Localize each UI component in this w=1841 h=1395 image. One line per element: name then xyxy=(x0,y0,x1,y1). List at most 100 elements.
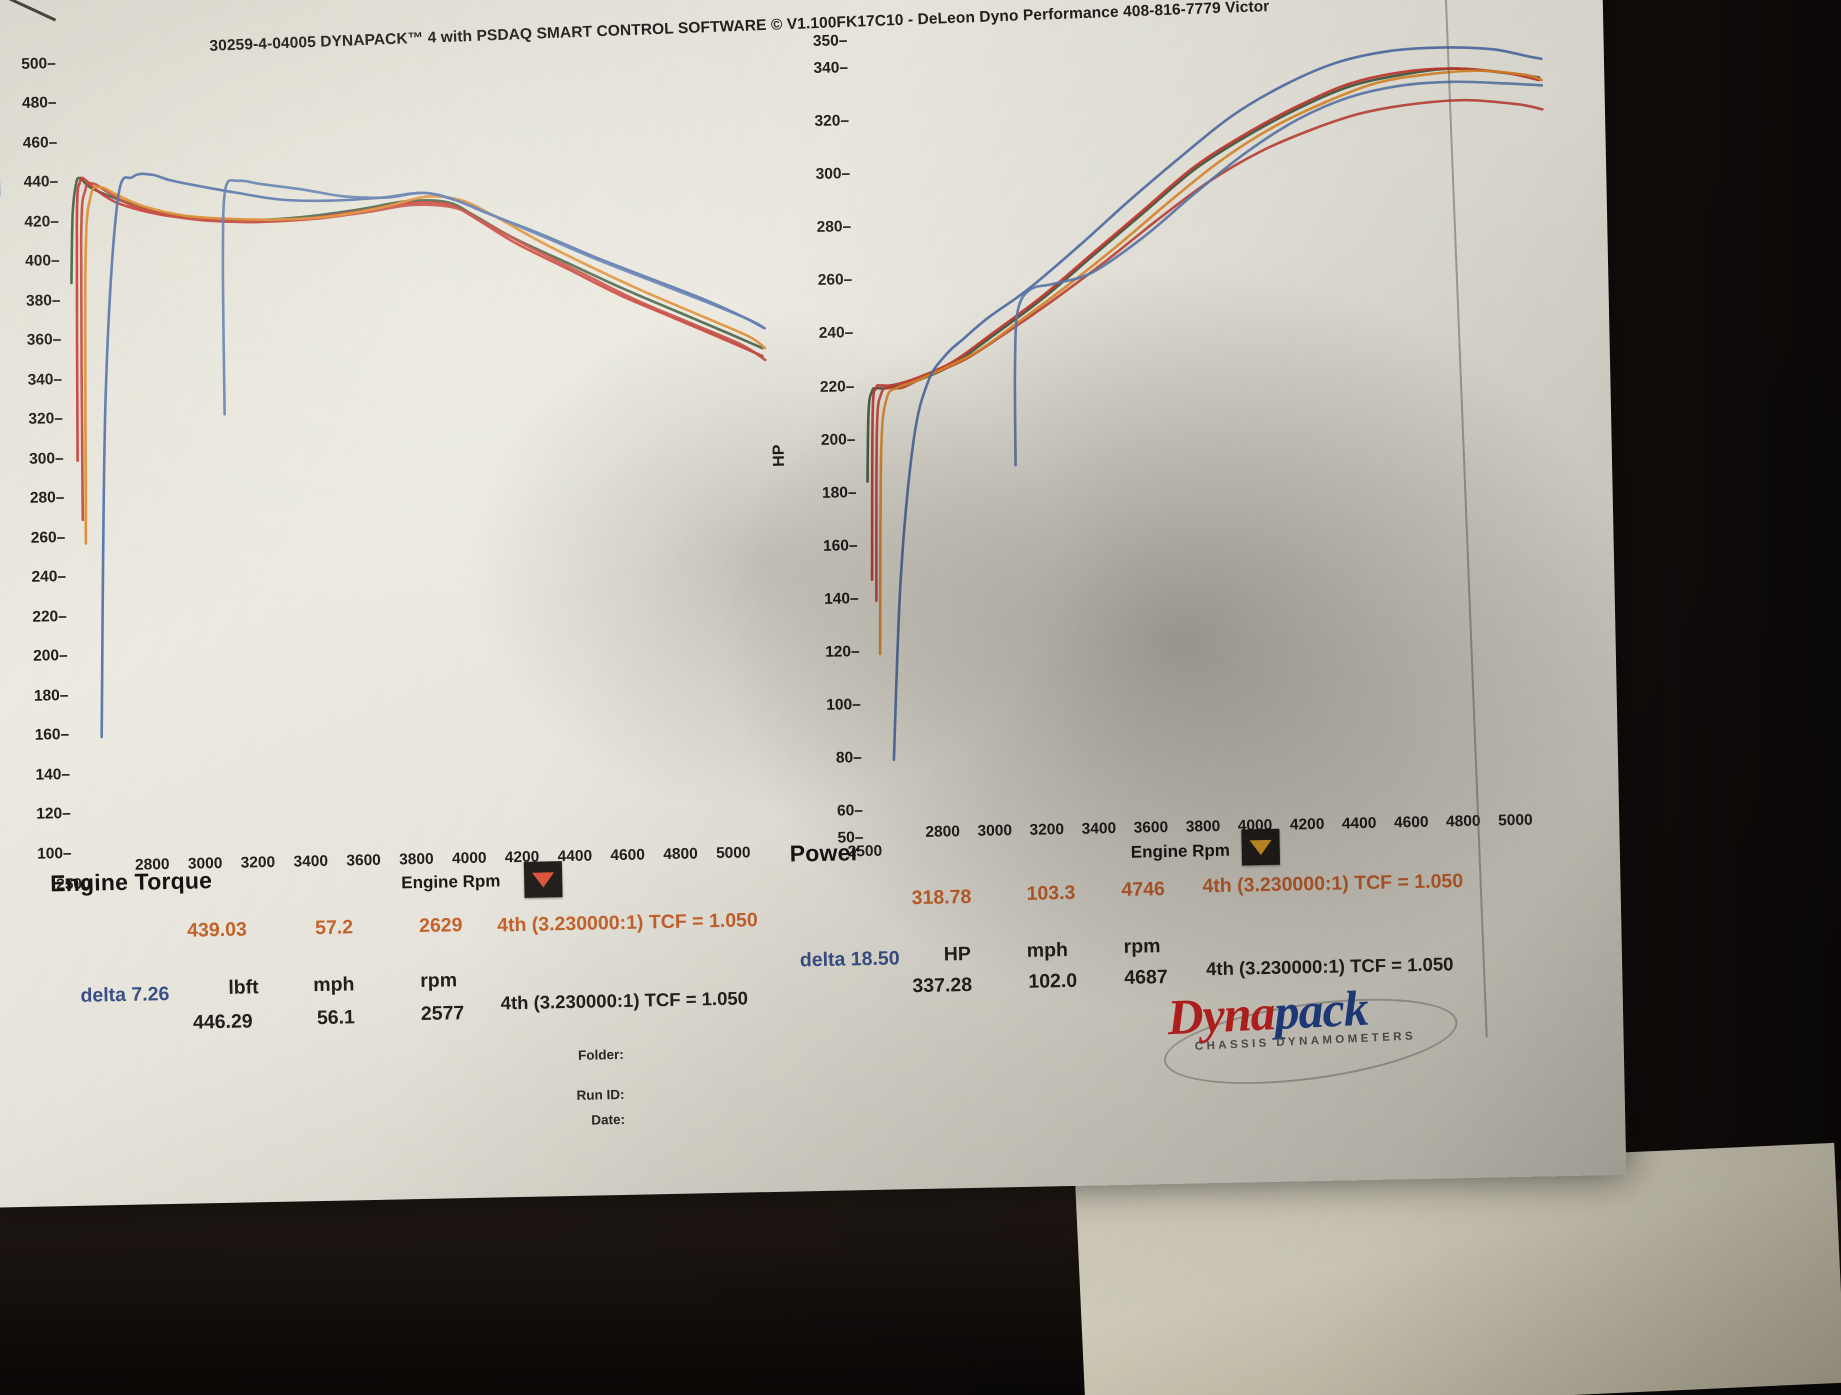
power-delta-value: 18.50 xyxy=(850,947,900,971)
torque-unit-rpm: rpm xyxy=(420,969,458,993)
y-tick-360: 360– xyxy=(26,331,62,350)
power-delta-word: delta xyxy=(799,948,846,972)
y-tick-160: 160– xyxy=(822,537,858,555)
x-tick-3800: 3800 xyxy=(399,850,434,869)
y-tick-80: 80– xyxy=(835,749,863,767)
torque-cursor-mph: 57.2 xyxy=(314,916,354,940)
power-delta-label: delta 18.50 xyxy=(800,947,900,972)
torque-delta-label: delta 7.26 xyxy=(80,983,169,1008)
series-run-orange xyxy=(878,69,1544,656)
torque-cursor-rpm: 2629 xyxy=(418,914,463,938)
y-tick-300: 300– xyxy=(29,449,64,468)
series-run-red-1 xyxy=(870,67,1541,581)
power-curves xyxy=(866,46,1544,762)
power-cursor-gear: 4th (3.230000:1) TCF = 1.050 xyxy=(1202,870,1464,898)
x-tick-3200: 3200 xyxy=(240,853,276,872)
y-tick-320: 320– xyxy=(814,112,850,130)
power-cursor-value: 318.78 xyxy=(911,885,972,910)
torque-base-mph: 56.1 xyxy=(316,1006,356,1030)
y-tick-60: 60– xyxy=(836,802,864,821)
torque-cursor-value: 439.03 xyxy=(186,918,248,942)
y-tick-160: 160– xyxy=(34,726,70,745)
y-tick-100: 100– xyxy=(826,696,861,715)
y-tick-180: 180– xyxy=(33,686,69,705)
series-run-orange xyxy=(83,185,767,545)
y-tick-120: 120– xyxy=(825,643,860,661)
y-tick-120: 120– xyxy=(36,805,71,824)
series-run-red-1 xyxy=(75,176,764,462)
y-tick-440: 440– xyxy=(23,173,59,192)
y-tick-200: 200– xyxy=(32,647,68,666)
y-tick-420: 420– xyxy=(24,212,60,231)
series-run-blue xyxy=(892,46,1543,762)
torque-unit-mph: mph xyxy=(313,973,355,997)
y-tick-460: 460– xyxy=(22,133,58,152)
y-tick-350: 350– xyxy=(812,32,848,51)
x-tick-5000: 5000 xyxy=(715,844,751,863)
y-tick-340: 340– xyxy=(27,370,63,389)
power-plot-name: Power xyxy=(789,839,861,867)
series-run-blue xyxy=(100,172,766,739)
y-tick-140: 140– xyxy=(823,590,859,608)
power-unit-mph: mph xyxy=(1026,939,1069,962)
y-tick-140: 140– xyxy=(35,765,71,784)
y-tick-240: 240– xyxy=(31,568,67,587)
y-tick-100: 100– xyxy=(36,844,72,863)
power-x-axis-name: Engine Rpm xyxy=(1130,840,1231,862)
triangle-down-icon xyxy=(532,871,555,888)
torque-x-axis-name: Engine Rpm xyxy=(401,871,501,893)
x-tick-4600: 4600 xyxy=(610,846,646,865)
power-unit-rpm: rpm xyxy=(1123,935,1161,958)
y-tick-340: 340– xyxy=(813,59,849,77)
series-run-red-2 xyxy=(79,181,767,522)
x-tick-3600: 3600 xyxy=(346,851,382,870)
y-tick-220: 220– xyxy=(819,377,855,396)
y-tick-180: 180– xyxy=(821,483,857,502)
torque-plot-name: Engine Torque xyxy=(49,867,213,897)
series-run-blue-2 xyxy=(221,178,766,416)
paper-fold-mark xyxy=(0,0,57,22)
torque-curves xyxy=(70,172,767,739)
runid-label: Run ID: xyxy=(576,1086,625,1103)
y-tick-260: 260– xyxy=(30,528,66,547)
y-tick-260: 260– xyxy=(817,271,853,290)
torque-delta-word: delta xyxy=(80,983,127,1007)
triangle-down-icon xyxy=(1249,839,1272,855)
y-tick-220: 220– xyxy=(32,607,68,626)
series-run-green xyxy=(866,67,1541,483)
y-tick-320: 320– xyxy=(28,410,64,429)
folder-label: Folder: xyxy=(577,1046,624,1063)
power-cursor-rpm: 4746 xyxy=(1121,878,1166,901)
y-tick-400: 400– xyxy=(25,252,60,271)
y-tick-280: 280– xyxy=(29,489,65,508)
y-tick-380: 380– xyxy=(25,291,61,310)
power-base-mph: 102.0 xyxy=(1028,969,1078,993)
torque-cursor-gear: 4th (3.230000:1) TCF = 1.050 xyxy=(496,909,758,937)
torque-cursor-marker-button[interactable] xyxy=(523,861,563,898)
power-base-value: 337.28 xyxy=(912,973,973,998)
x-tick-4800: 4800 xyxy=(663,845,698,864)
x-tick-3400: 3400 xyxy=(293,852,329,871)
y-tick-500: 500– xyxy=(21,54,56,73)
logo-word-dyna: Dyna xyxy=(1166,984,1276,1046)
torque-unit-value: lbft xyxy=(228,976,259,999)
torque-delta-value: 7.26 xyxy=(131,983,170,1006)
x-tick-4400: 4400 xyxy=(557,847,593,866)
series-run-red-2 xyxy=(875,98,1544,603)
y-tick-280: 280– xyxy=(816,218,852,237)
power-base-rpm: 4687 xyxy=(1124,966,1168,989)
power-cursor-mph: 103.3 xyxy=(1026,881,1076,905)
y-tick-300: 300– xyxy=(815,165,851,183)
power-plot: 50– 60– 80– 100– 120– 140– 160– 180– 200– 220– 240… xyxy=(753,16,1559,862)
y-tick-480: 480– xyxy=(21,94,57,113)
date-label: Date: xyxy=(591,1111,626,1128)
torque-base-gear: 4th (3.230000:1) TCF = 1.050 xyxy=(500,987,749,1014)
power-cursor-marker-button[interactable] xyxy=(1241,828,1281,866)
power-y-unit-label: HP xyxy=(770,444,788,467)
engine-torque-plot: 100– 120– 140– 160– 180– 200– 220– 240– 260– 280–… xyxy=(0,32,780,893)
torque-base-value: 446.29 xyxy=(192,1010,253,1034)
x-tick-4000: 4000 xyxy=(451,849,487,868)
torque-base-rpm: 2577 xyxy=(420,1002,465,1025)
dyno-printout-sheet: 30259-4-04005 DYNAPACK™ 4 with PSDAQ SMA… xyxy=(0,0,1627,1208)
